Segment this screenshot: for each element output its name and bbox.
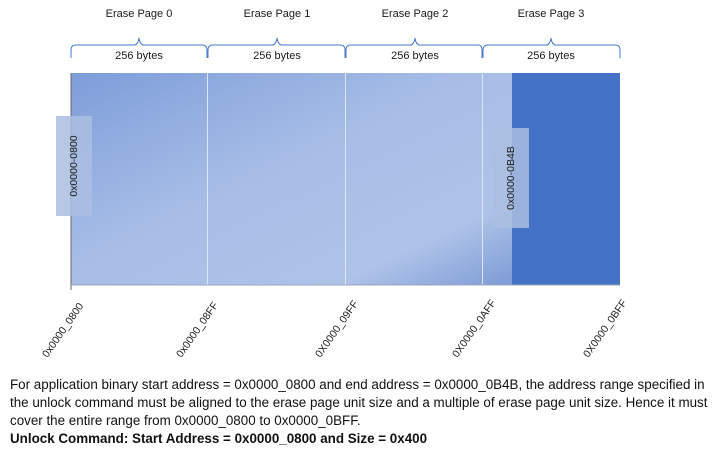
brace-page-0	[70, 37, 208, 58]
start-address-marker: 0x0000-0800	[56, 116, 92, 216]
used-range-block	[71, 73, 512, 285]
unlock-command-text: Unlock Command: Start Address = 0x0000_0…	[10, 431, 428, 446]
size-label-1: 256 bytes	[253, 50, 301, 62]
page-label-2: Erase Page 2	[381, 8, 449, 20]
size-label-0: 256 bytes	[115, 50, 163, 62]
start-address-marker-label: 0x0000-0800	[68, 135, 80, 197]
caption-text: For application binary start address = 0…	[10, 377, 708, 428]
size-label-2: 256 bytes	[391, 50, 439, 62]
end-address-marker-label: 0x0000-0B4B	[505, 146, 517, 210]
brace-page-3	[482, 37, 621, 58]
memory-diagram-graphics	[70, 37, 621, 290]
memory-diagram: Erase Page 0 Erase Page 1 Erase Page 2 E…	[40, 8, 630, 360]
page-label-1: Erase Page 1	[243, 8, 311, 20]
erase-page-3-solid-block	[512, 73, 620, 285]
brace-page-2	[345, 37, 483, 58]
caption: For application binary start address = 0…	[10, 376, 710, 448]
size-label-3: 256 bytes	[527, 50, 575, 62]
page-label-0: Erase Page 0	[105, 8, 173, 20]
page-label-3: Erase Page 3	[517, 8, 585, 20]
end-address-marker: 0x0000-0B4B	[493, 128, 529, 228]
page-braces	[70, 37, 621, 58]
brace-page-1	[207, 37, 346, 58]
